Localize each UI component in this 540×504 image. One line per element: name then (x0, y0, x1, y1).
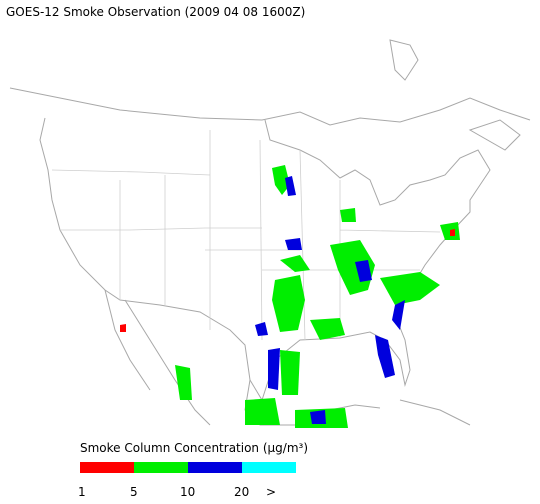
title: GOES-12 Smoke Observation (2009 04 08 16… (6, 5, 305, 19)
legend-label: 20 (234, 485, 249, 499)
legend-label: 10 (180, 485, 195, 499)
legend-label: 1 (78, 485, 86, 499)
legend-swatch (242, 462, 296, 473)
legend-label: 5 (130, 485, 138, 499)
legend-swatch (188, 462, 242, 473)
legend-swatch (80, 462, 134, 473)
legend-label: > (266, 485, 276, 499)
smoke-pixels (120, 165, 460, 428)
legend: 1 5 10 20 > (78, 462, 296, 499)
legend-title: Smoke Column Concentration (μg/m³) (80, 441, 308, 455)
legend-swatch (134, 462, 188, 473)
